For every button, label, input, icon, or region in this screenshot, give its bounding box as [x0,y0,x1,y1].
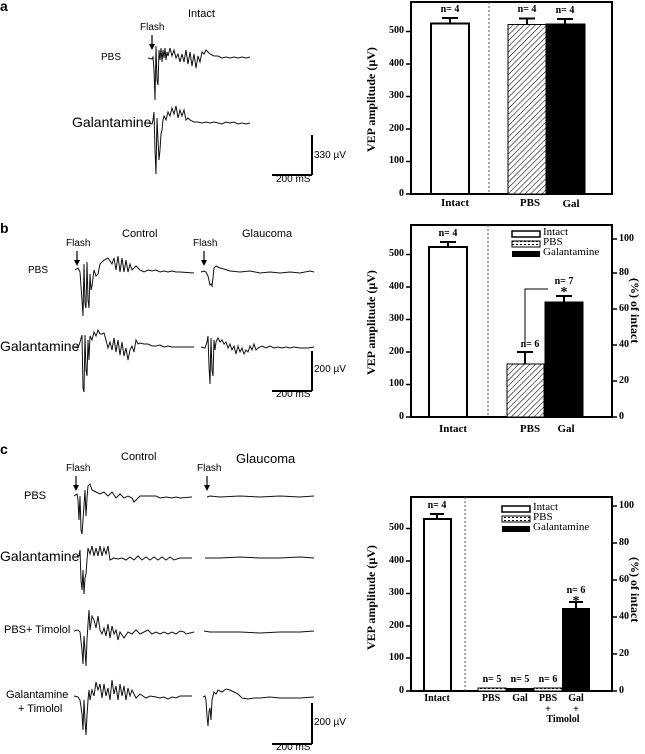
row-label-galantamine-timolol-2: + Timolol [18,703,63,715]
n-label: n= 4 [440,4,460,15]
panel-letter-b: b [0,220,9,236]
legend-item-pbs: PBS [533,511,553,523]
flash-label: Flash [197,463,222,474]
legend-item-galantamine: Galantamine [533,521,590,533]
y-tick: 300 [389,90,404,101]
y-tick: 500 [389,522,404,533]
x-label-intact: Intact [440,197,470,209]
n-label: n= 7 [554,276,574,287]
x-label-pbs: PBS [519,423,541,435]
y-tick-right: 0 [619,411,624,422]
flash-label: Flash [193,238,218,249]
row-label-pbs: PBS [24,490,47,502]
scale-x-label: 200 mS [276,389,311,400]
n-label: n= 6 [538,674,558,685]
panel-letter-c: c [0,441,8,457]
x-label-pbs-timolol: PBS [538,693,558,704]
row-label-galantamine-timolol-1: Galantamine [6,689,69,701]
x-label-plus: + [545,704,551,715]
y-tick-right: 20 [619,375,629,386]
x-label-intact: Intact [424,693,450,704]
n-label: n= 4 [555,5,575,16]
y-tick-right: 60 [619,303,629,314]
scale-x-label: 200 mS [276,742,311,753]
x-label-gal: Gal [562,198,580,210]
x-label-gal-timolol: Gal [568,693,584,704]
legend-item-galantamine: Galantamine [543,246,600,258]
y-tick-right: 40 [619,339,629,350]
panel-letter-a: a [0,0,8,14]
flash-label: Flash [140,22,165,33]
x-label-plus: + [573,704,579,715]
trace-title-intact: Intact [188,8,215,20]
y-tick: 100 [389,652,404,663]
x-group-label-timolol: Timolol [546,714,580,725]
row-label-pbs: PBS [28,265,49,276]
n-label: n= 5 [510,674,530,685]
trace-title-glaucoma: Glaucoma [242,228,293,240]
y-tick: 500 [389,25,404,36]
flash-label: Flash [66,238,91,249]
x-label-pbs: PBS [519,197,541,209]
y-axis-label-right: (%) of intact [628,557,642,623]
y-tick: 0 [399,411,404,422]
y-tick: 400 [389,281,404,292]
y-tick: 200 [389,620,404,631]
y-tick-right: 0 [619,685,624,696]
row-label-galantamine: Galantamine [0,548,80,564]
y-tick: 300 [389,313,404,324]
y-tick: 0 [399,685,404,696]
y-tick-right: 80 [619,537,629,548]
legend-item-intact: Intact [543,226,569,238]
scale-y-label: 200 µV [314,364,346,375]
x-label-intact: Intact [438,423,468,435]
n-label: n= 6 [566,585,586,596]
n-label: n= 4 [438,228,458,239]
y-tick: 0 [399,188,404,199]
y-tick: 300 [389,587,404,598]
y-tick-right: 60 [619,574,629,585]
legend-item-intact: Intact [533,501,559,513]
flash-label: Flash [66,463,91,474]
y-tick: 400 [389,58,404,69]
y-tick-right: 20 [619,648,629,659]
y-tick: 400 [389,555,404,566]
scale-y-label: 200 µV [314,717,346,728]
trace-title-glaucoma: Glaucoma [236,451,296,466]
row-label-galantamine: Galantamine [72,114,152,130]
y-tick: 100 [389,378,404,389]
trace-title-control: Control [121,451,157,463]
x-label-pbs: PBS [481,693,501,704]
legend-item-pbs: PBS [543,236,563,248]
y-tick: 200 [389,123,404,134]
y-tick-right: 80 [619,267,629,278]
y-tick: 100 [389,155,404,166]
row-label-pbs: PBS [101,52,122,63]
significance-marker: * [572,594,580,609]
row-label-pbs-timolol: PBS+ Timolol [4,624,71,636]
trace-title-control: Control [122,228,158,240]
n-label: n= 5 [482,674,502,685]
n-label: n= 6 [520,339,540,350]
y-tick: 200 [389,346,404,357]
scale-y-label: 330 µV [314,150,346,161]
x-label-gal: Gal [557,423,575,435]
y-tick-right: 100 [619,233,634,244]
y-tick-right: 100 [619,500,634,511]
y-tick-right: 40 [619,611,629,622]
row-label-galantamine: Galantamine [0,338,80,354]
n-label: n= 4 [517,4,537,15]
x-label-gal: Gal [512,693,528,704]
significance-marker: * [560,285,568,300]
scale-x-label: 200 mS [276,174,311,185]
n-label: n= 4 [427,500,447,511]
y-tick: 500 [389,248,404,259]
